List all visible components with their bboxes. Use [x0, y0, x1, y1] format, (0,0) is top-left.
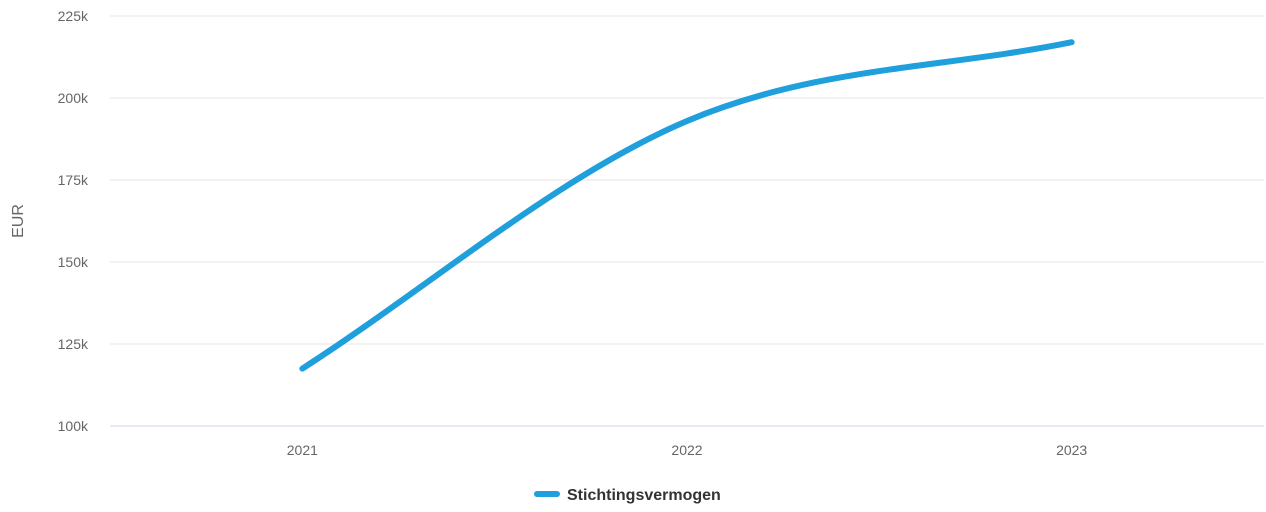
- y-axis-title: EUR: [10, 204, 27, 238]
- y-tick-label: 225k: [58, 8, 89, 24]
- y-tick-label: 150k: [58, 254, 89, 270]
- x-tick-label: 2023: [1056, 442, 1087, 458]
- series-line[interactable]: [299, 39, 1075, 372]
- y-tick-label: 175k: [58, 172, 89, 188]
- y-tick-label: 125k: [58, 336, 89, 352]
- gridlines: [110, 15, 1264, 427]
- legend-label[interactable]: Stichtingsvermogen: [567, 487, 721, 504]
- x-tick-label: 2021: [287, 442, 318, 458]
- x-tick-label: 2022: [671, 442, 702, 458]
- legend[interactable]: Stichtingsvermogen: [534, 487, 721, 504]
- y-tick-label: 200k: [58, 90, 89, 106]
- y-tick-label: 100k: [58, 418, 89, 434]
- series-lines: [299, 39, 1075, 372]
- x-axis-ticks: 2021 2022 2023: [287, 442, 1088, 458]
- y-axis-ticks: 100k 125k 150k 175k 200k 225k: [58, 8, 89, 434]
